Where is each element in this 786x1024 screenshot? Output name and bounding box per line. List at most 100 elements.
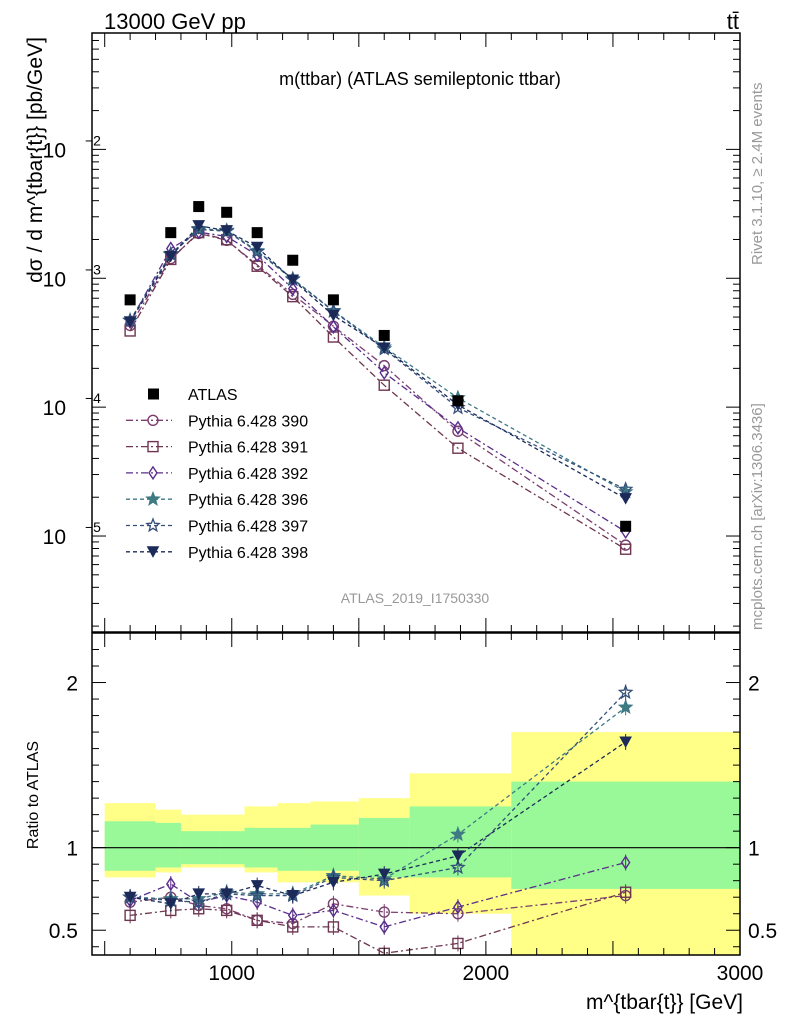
ratio-line-3	[130, 706, 626, 900]
legend-marker-3	[145, 490, 161, 506]
ratio-point-1-4	[251, 914, 263, 927]
rivet-caption: Rivet 3.1.10, ≥ 2.4M events	[749, 83, 766, 266]
ratio-point-1-6	[327, 921, 340, 933]
x-tick-label: 2000	[463, 962, 510, 985]
legend-marker-1	[147, 440, 159, 453]
y-tick-label: 10	[43, 526, 66, 549]
ratio-line-4	[130, 691, 627, 903]
series-point-4-4	[249, 243, 266, 259]
y-tick-label: 10	[43, 268, 66, 291]
ratio-line-1	[130, 891, 626, 954]
ratio-point-5-5	[286, 890, 300, 902]
series-point-5-7	[377, 342, 391, 354]
series-line-3	[129, 227, 626, 493]
series-point-1-5	[287, 290, 299, 303]
band-stat-9	[511, 781, 740, 889]
band-stat-0	[104, 821, 156, 871]
ratio-point-2-7	[379, 919, 390, 935]
ratio-point-4-2	[190, 893, 207, 909]
ratio-point-3-8	[449, 826, 466, 842]
ratio-point-2-8	[453, 899, 463, 915]
atlas-point-7	[378, 329, 390, 341]
ratio-point-2-1	[165, 876, 176, 892]
legend-label-4: Pythia 6.428 397	[188, 519, 308, 536]
ratio-point-1-3	[220, 904, 233, 917]
series-point-2-7	[379, 365, 390, 380]
series-point-5-0	[123, 316, 137, 328]
legend-label-atlas: ATLAS	[188, 387, 238, 404]
ratio-point-5-7	[377, 868, 391, 881]
ratio-y-tick-label-left: 2	[66, 673, 78, 696]
series-line-4	[129, 228, 626, 490]
series-line-1	[129, 231, 626, 550]
ratio-point-0-7	[378, 906, 390, 918]
watermark: ATLAS_2019_I1750330	[341, 590, 490, 606]
legend-marker-2	[148, 465, 158, 481]
top-axis-ticks: 10 −5 10 −4 10 −3 10 −2	[43, 32, 741, 632]
ratio-point-4-8	[449, 859, 466, 875]
ratio-point-5-9	[619, 736, 632, 749]
ratio-point-4-4	[249, 887, 266, 903]
series-point-5-1	[164, 250, 178, 263]
ratio-y-tick-label-left: 0.5	[49, 920, 78, 943]
series-point-1-8	[452, 442, 464, 454]
x-tick-label: 1000	[208, 962, 255, 985]
atlas-point-8	[452, 395, 464, 407]
series-point-4-2	[190, 221, 207, 237]
ratio-point-4-9	[617, 684, 634, 700]
series-point-5-2	[192, 220, 206, 232]
atlas-point-6	[327, 294, 339, 306]
series-point-5-6	[327, 309, 340, 322]
top-y-axis-label: dσ / d m^{tbar{t}} [pb/GeV]	[24, 37, 47, 283]
series-line-0	[129, 232, 626, 546]
ratio-bands	[92, 732, 740, 955]
y-tick-label: 10	[43, 139, 66, 162]
ratio-y-tick-label-right: 2	[748, 673, 760, 696]
legend-marker-atlas	[148, 388, 159, 400]
top-chart-title: m(ttbar) (ATLAS semileptonic ttbar)	[279, 69, 561, 89]
atlas-point-1	[165, 227, 177, 239]
legend-label-0: Pythia 6.428 390	[188, 413, 308, 430]
legend-marker-0	[147, 414, 159, 426]
top-panel-frame	[91, 32, 741, 633]
series-line-5	[129, 224, 626, 500]
series-line-2	[129, 231, 626, 533]
band-stat-8	[409, 806, 512, 878]
series-point-5-9	[619, 493, 632, 505]
ratio-point-5-2	[192, 888, 206, 900]
band-stat-5	[277, 827, 311, 871]
y-tick-label-exp: −4	[85, 390, 101, 406]
ratio-point-5-1	[164, 898, 178, 910]
atlas-point-3	[221, 206, 233, 218]
ratio-point-4-7	[376, 872, 393, 888]
atlas-point-0	[124, 294, 136, 306]
ratio-point-5-4	[250, 880, 264, 892]
series-point-1-9	[619, 543, 632, 555]
ratio-y-tick-label-right: 1	[748, 838, 760, 861]
y-tick-label-exp: −3	[85, 261, 101, 277]
legend-label-2: Pythia 6.428 392	[188, 466, 308, 483]
mcplots-caption: mcplots.cern.ch [arXiv:1306.3436]	[749, 403, 766, 630]
ratio-line-2	[129, 861, 626, 928]
y-tick-label-exp: −5	[85, 519, 101, 535]
ratio-panel-frame	[91, 632, 741, 956]
x-tick-label: 3000	[717, 962, 764, 985]
ratio-point-5-3	[220, 888, 234, 900]
band-stat-1	[155, 822, 181, 868]
ratio-point-2-5	[287, 908, 298, 923]
ratio-axis-ticks: 0.5 0.5 1 1 2 2 1000 2000 3000	[49, 633, 777, 985]
legend-marker-4	[145, 517, 161, 533]
atlas-point-2	[193, 201, 205, 213]
ratio-line-5	[129, 741, 626, 905]
y-tick-label-exp: −2	[85, 132, 101, 148]
atlas-point-4	[251, 227, 263, 239]
series-point-2-5	[287, 281, 298, 296]
ratio-point-1-0	[124, 909, 136, 922]
series-point-0-7	[378, 359, 390, 372]
legend: ATLAS Pythia 6.428 390 Pythia 6.428 391 Pyt…	[126, 387, 308, 562]
series-point-2-6	[328, 319, 339, 335]
top-chart-marks	[122, 201, 634, 555]
ratio-point-5-0	[123, 891, 137, 904]
series-point-5-4	[250, 241, 264, 254]
ratio-point-2-6	[328, 903, 339, 918]
